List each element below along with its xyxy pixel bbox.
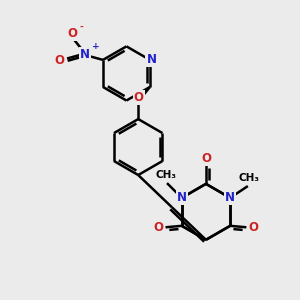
Text: O: O — [134, 92, 144, 104]
Text: O: O — [153, 221, 163, 234]
Text: N: N — [177, 191, 187, 204]
Text: +: + — [92, 42, 100, 51]
Text: O: O — [54, 54, 64, 67]
Text: CH₃: CH₃ — [155, 170, 176, 180]
Text: O: O — [67, 27, 77, 40]
Text: N: N — [80, 48, 90, 62]
Text: CH₃: CH₃ — [239, 173, 260, 183]
Text: N: N — [225, 191, 235, 204]
Text: O: O — [249, 221, 259, 234]
Text: O: O — [201, 152, 211, 165]
Text: -: - — [80, 23, 83, 32]
Text: N: N — [146, 53, 156, 66]
